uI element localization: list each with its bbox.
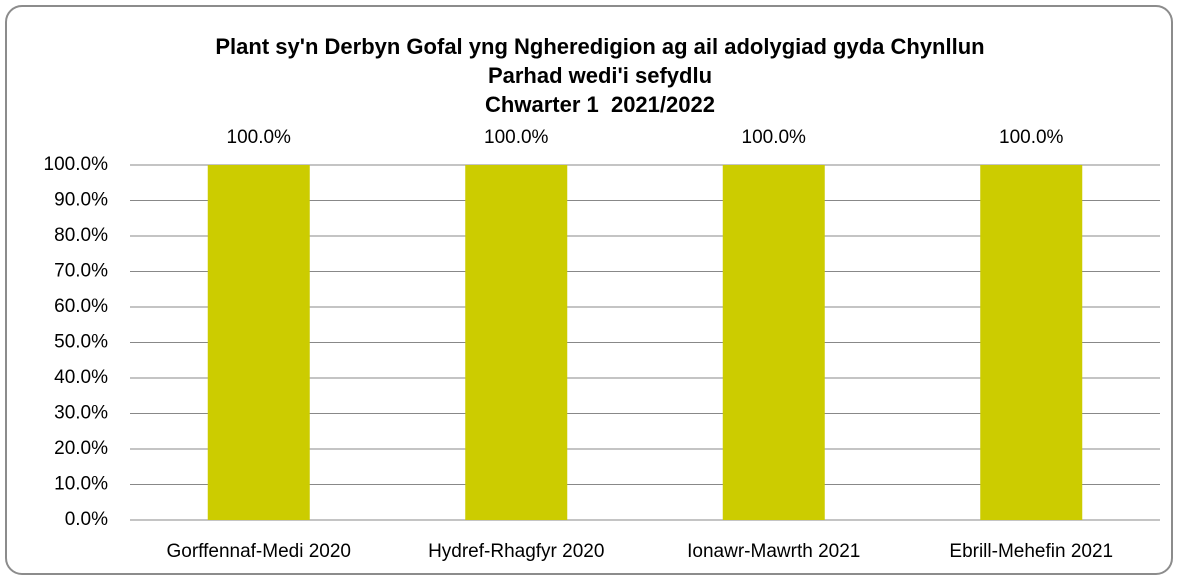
chart-title: Plant sy'n Derbyn Gofal yng Ngheredigion… [215, 34, 984, 59]
bar [465, 165, 568, 520]
bar [722, 165, 825, 520]
data-label: 100.0% [227, 127, 292, 148]
y-tick-label: 30.0% [54, 403, 108, 424]
y-tick-label: 100.0% [44, 154, 109, 175]
y-tick-label: 50.0% [54, 332, 108, 353]
x-tick-label: Ionawr-Mawrth 2021 [687, 541, 860, 562]
x-tick-label: Ebrill-Mehefin 2021 [949, 541, 1113, 562]
chart-title: Chwarter 1 2021/2022 [485, 92, 715, 117]
y-tick-label: 60.0% [54, 296, 108, 317]
x-tick-label: Hydref-Rhagfyr 2020 [428, 541, 604, 562]
data-label: 100.0% [742, 127, 807, 148]
data-label: 100.0% [999, 127, 1064, 148]
y-tick-label: 40.0% [54, 367, 108, 388]
data-label: 100.0% [484, 127, 549, 148]
y-tick-label: 80.0% [54, 225, 108, 246]
bar [207, 165, 310, 520]
chart-title: Parhad wedi'i sefydlu [488, 63, 712, 88]
bar [980, 165, 1083, 520]
x-tick-label: Gorffennaf-Medi 2020 [167, 541, 352, 562]
y-tick-label: 70.0% [54, 261, 108, 282]
y-tick-label: 20.0% [54, 438, 108, 459]
y-tick-label: 90.0% [54, 190, 108, 211]
y-tick-label: 10.0% [54, 474, 108, 495]
y-tick-label: 0.0% [65, 509, 108, 530]
